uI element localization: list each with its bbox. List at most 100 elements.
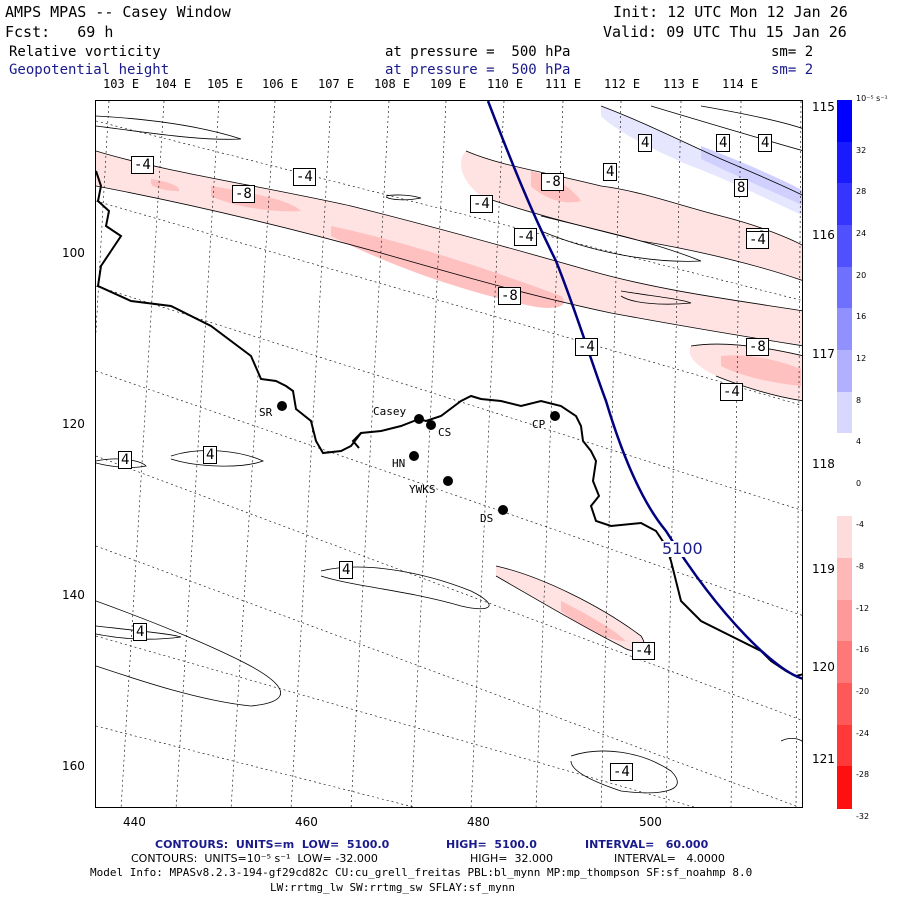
field2-level: at pressure = 500 hPa — [385, 62, 571, 78]
footer-model-info-2: LW:rrtmg_lw SW:rrtmg_sw SFLAY:sf_mynn — [270, 881, 516, 894]
x-tick-label: 500 — [639, 815, 662, 829]
colorbar-swatch — [837, 474, 852, 518]
field2-name: Geopotential height — [9, 62, 170, 78]
field1-name: Relative vorticity — [9, 44, 161, 60]
lon-label: 106 E — [262, 77, 299, 91]
vort-label: -4 — [514, 228, 537, 246]
footer-vort-high: HIGH= 32.000 — [470, 852, 554, 865]
field2-smoothing: sm= 2 — [771, 62, 814, 78]
footer-height-high: HIGH= 5100.0 — [446, 838, 537, 851]
x-tick-label: 480 — [467, 815, 490, 829]
vort-label: -4 — [575, 338, 598, 356]
vort-label: -8 — [232, 185, 255, 203]
lon-label: 113 E — [663, 77, 700, 91]
vort-label: 4 — [118, 451, 133, 469]
colorbar-label: -12 — [856, 603, 870, 613]
station-label-cp: CP — [532, 418, 546, 431]
lon-label: 110 E — [487, 77, 524, 91]
forecast-hour: Fcst: 69 h — [5, 23, 114, 41]
vort-label: -4 — [293, 168, 316, 186]
colorbar-swatch — [837, 433, 852, 476]
map-panel: SR Casey CS HN YWKS DS CP 5100 -4 -8 -4 … — [95, 100, 803, 808]
colorbar-swatch — [837, 100, 852, 143]
colorbar-swatch — [837, 224, 852, 268]
field1-level: at pressure = 500 hPa — [385, 44, 571, 60]
init-time: Init: 12 UTC Mon 12 Jan 26 — [613, 3, 848, 21]
station-label-ds: DS — [480, 512, 494, 525]
colorbar-label: 32 — [856, 145, 867, 155]
x-tick-label: 460 — [295, 815, 318, 829]
colorbar-swatch — [837, 558, 852, 601]
colorbar-swatch — [837, 349, 852, 393]
colorbar-label: -8 — [856, 562, 864, 572]
vort-label: 4 — [758, 134, 773, 152]
vort-label: 4 — [133, 623, 148, 641]
vort-label: 8 — [734, 179, 749, 197]
colorbar-swatch — [837, 724, 852, 768]
lon-label: 109 E — [430, 77, 467, 91]
colorbar-label: 12 — [856, 353, 867, 363]
lon-label: 108 E — [374, 77, 411, 91]
graticule — [96, 101, 802, 807]
station-marker-cs — [426, 420, 436, 430]
station-label-cs: CS — [438, 426, 452, 439]
colorbar-label: -32 — [856, 812, 870, 821]
lon-label: 105 E — [207, 77, 244, 91]
station-label-casey: Casey — [373, 405, 407, 418]
lon-label: 107 E — [318, 77, 355, 91]
valid-time: Valid: 09 UTC Thu 15 Jan 26 — [603, 23, 847, 41]
footer-vort-contours: CONTOURS: UNITS=10⁻⁵ s⁻¹ LOW= -32.000 — [131, 852, 378, 865]
vort-label: 4 — [339, 561, 354, 579]
y-tick-label: 120 — [62, 417, 85, 431]
vort-label: -4 — [610, 763, 633, 781]
vort-label: -4 — [632, 642, 655, 660]
station-marker-sr — [277, 401, 287, 411]
height-contour-label: 5100 — [662, 539, 703, 558]
footer-height-interval: INTERVAL= 60.000 — [585, 838, 709, 851]
y-tick-label: 100 — [62, 246, 85, 260]
vort-label: 4 — [638, 134, 653, 152]
chart-title: AMPS MPAS -- Casey Window — [5, 3, 231, 21]
vort-label: -8 — [746, 338, 769, 356]
vort-label: -4 — [131, 156, 154, 174]
colorbar-swatch — [837, 266, 852, 310]
station-marker-hn — [409, 451, 419, 461]
lon-label: 104 E — [155, 77, 192, 91]
colorbar-unit: 10⁻⁵ s⁻¹ — [856, 94, 888, 103]
station-marker-casey — [414, 414, 424, 424]
colorbar-label: 8 — [856, 395, 862, 405]
field1-smoothing: sm= 2 — [771, 44, 814, 60]
footer-model-info: Model Info: MPASv8.2.3-194-gf29cd82c CU:… — [90, 866, 753, 879]
colorbar-swatch — [837, 391, 852, 435]
vort-label: -4 — [720, 383, 743, 401]
footer-vort-interval: INTERVAL= 4.0000 — [614, 852, 725, 865]
y-tick-label: 140 — [62, 588, 85, 602]
lon-label: 103 E — [103, 77, 140, 91]
station-label-ywks: YWKS — [409, 483, 436, 496]
colorbar-label: -16 — [856, 645, 870, 655]
vort-label: -4 — [746, 231, 769, 249]
colorbar-label: -24 — [856, 728, 870, 738]
positive-vorticity-shading — [601, 106, 802, 216]
height-contour-5100 — [486, 101, 802, 680]
colorbar-label: -4 — [856, 520, 864, 530]
station-label-sr: SR — [259, 406, 273, 419]
colorbar-swatch — [837, 599, 852, 643]
vort-label: -8 — [541, 173, 564, 191]
colorbar-swatch — [837, 183, 852, 226]
colorbar — [837, 100, 852, 809]
vort-label: 4 — [716, 134, 731, 152]
colorbar-label: 28 — [856, 187, 867, 197]
y-tick-label: 160 — [62, 759, 85, 773]
colorbar-swatch — [837, 766, 852, 809]
map-plot — [96, 101, 802, 807]
station-marker-ywks — [443, 476, 453, 486]
colorbar-swatch — [837, 683, 852, 726]
colorbar-swatch — [837, 641, 852, 685]
x-tick-label: 440 — [123, 815, 146, 829]
colorbar-label: 20 — [856, 270, 867, 280]
station-marker-cp — [550, 411, 560, 421]
colorbar-label: -20 — [856, 687, 870, 697]
colorbar-swatch — [837, 141, 852, 185]
station-label-hn: HN — [392, 457, 406, 470]
